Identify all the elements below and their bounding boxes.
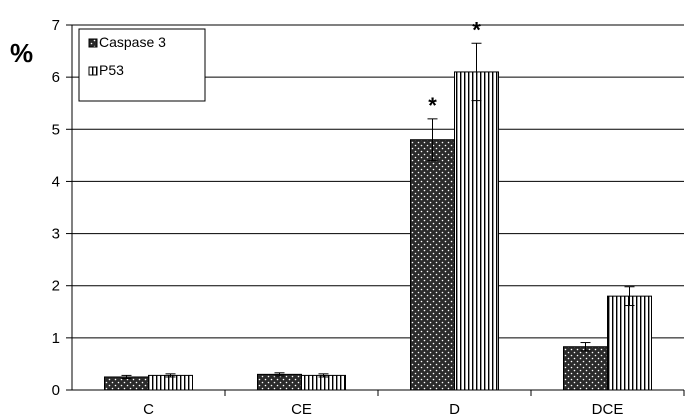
bar-p53-dce — [607, 295, 652, 391]
axes — [66, 24, 685, 396]
legend-box — [78, 28, 206, 102]
bar-caspase-3-ce — [257, 373, 302, 391]
y-tick-label: 7 — [52, 17, 60, 34]
bar-caspase-3-dce — [563, 346, 608, 391]
y-tick-label: 6 — [52, 69, 60, 86]
bars — [104, 71, 652, 391]
y-tick-label: 1 — [52, 330, 60, 347]
error-bars — [121, 42, 635, 380]
bar-caspase-3-d — [410, 139, 455, 391]
annotations: ** — [428, 17, 481, 118]
y-tick-label: 0 — [52, 382, 60, 399]
x-tick-label: CE — [291, 401, 312, 418]
x-tick-label: C — [143, 401, 154, 418]
x-tick-labels: C CE D DCE — [143, 401, 623, 418]
bar-p53-c — [148, 374, 193, 391]
y-tick-label: 5 — [52, 121, 60, 138]
x-tick-label: DCE — [592, 401, 624, 418]
y-tick-label: 3 — [52, 226, 60, 243]
bar-p53-ce — [301, 374, 346, 391]
legend-swatch — [88, 38, 98, 48]
significance-marker: * — [472, 17, 481, 42]
y-axis-label: % — [10, 38, 33, 68]
legend-swatch — [88, 66, 98, 76]
significance-marker: * — [428, 93, 437, 118]
y-tick-label: 4 — [52, 173, 60, 190]
y-tick-labels: 0 1 2 3 4 5 6 7 — [52, 17, 60, 399]
legend-label: Caspase 3 — [99, 34, 166, 50]
y-tick-label: 2 — [52, 278, 60, 295]
legend-label: P53 — [99, 62, 124, 78]
legend: Caspase 3 P53 — [78, 28, 206, 102]
x-tick-label: D — [449, 401, 460, 418]
bar-p53-d — [454, 71, 499, 391]
